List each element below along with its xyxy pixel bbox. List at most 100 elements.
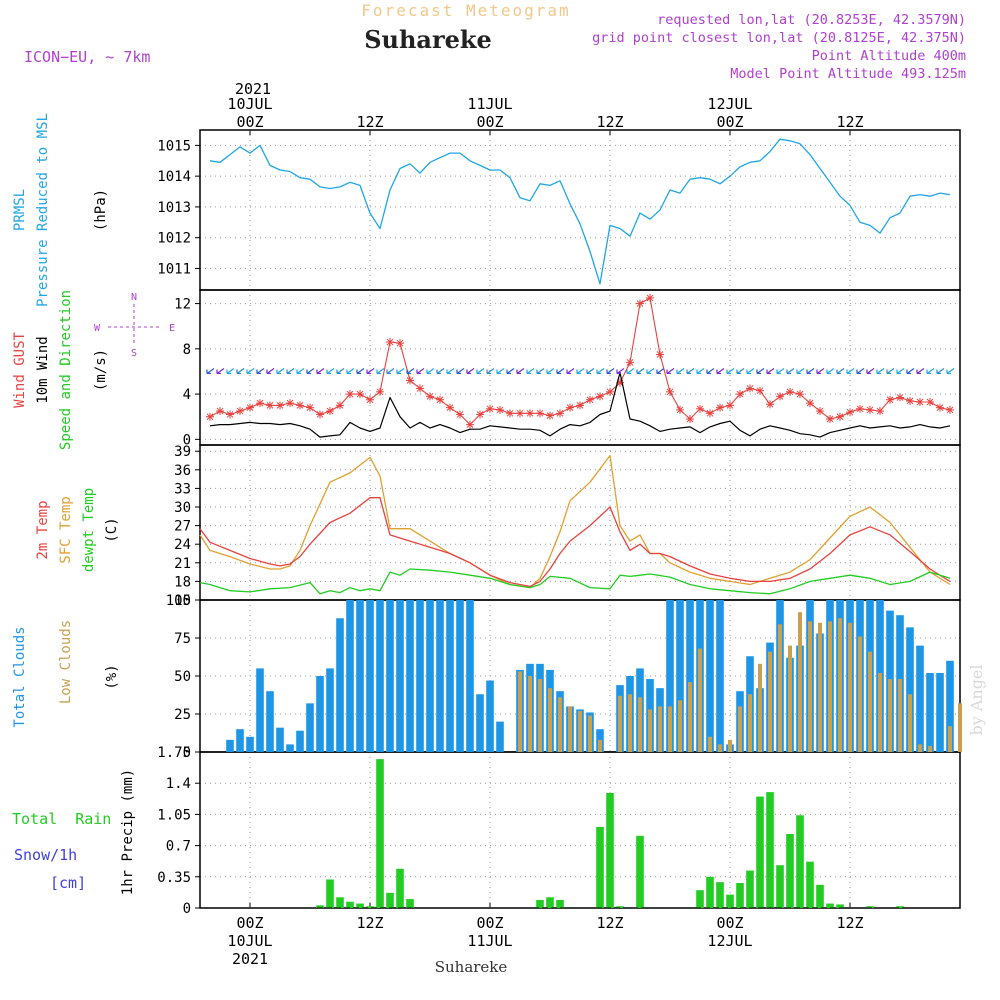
low-clouds-bar — [718, 744, 722, 752]
gust-point — [706, 409, 714, 418]
gust-marker-stroke — [706, 409, 714, 417]
gust-marker-stroke — [306, 404, 314, 412]
temperature-ytick-label: 21 — [174, 556, 191, 572]
gust-point — [406, 376, 414, 385]
gust-marker-stroke — [366, 396, 374, 404]
wind-compass: N S W E — [94, 292, 175, 359]
wind-label-10m: 10m Wind — [35, 336, 51, 403]
gust-marker-stroke — [236, 407, 244, 415]
gust-marker-stroke — [676, 406, 684, 414]
gust-point — [526, 409, 534, 418]
gust-marker-stroke — [516, 409, 524, 417]
top-time-label: 10JUL — [227, 95, 272, 113]
gust-point — [356, 390, 364, 399]
clouds-ytick-label: 50 — [174, 669, 191, 685]
temperature-ytick-label: 15 — [174, 593, 191, 609]
top-year-label: 2021 — [235, 80, 271, 98]
gust-point — [516, 409, 524, 418]
wind-direction-arrow — [926, 367, 935, 375]
temperature-ytick-label: 39 — [174, 444, 191, 460]
total-clouds-bar — [476, 694, 484, 752]
total-clouds-bar — [376, 600, 384, 752]
total-clouds-bar — [716, 600, 724, 752]
low-clouds-bar — [678, 700, 682, 752]
wind-direction-arrow — [816, 367, 825, 375]
gust-point — [306, 403, 314, 412]
low-clouds-bar — [768, 651, 772, 752]
total-clouds-bar — [356, 600, 364, 752]
wind-direction-arrow — [736, 367, 745, 375]
gust-marker-stroke — [376, 388, 384, 396]
wind-direction-arrow — [456, 367, 465, 375]
low-clouds-bar — [788, 645, 792, 752]
low-clouds-bar — [598, 739, 602, 752]
wind-direction-arrow — [326, 367, 335, 375]
wind-direction-arrow — [496, 367, 505, 375]
wind-direction-arrow — [846, 367, 855, 375]
total-clouds-bar — [326, 668, 334, 752]
total-clouds-bar — [916, 645, 924, 752]
low-clouds-bar — [958, 703, 962, 752]
pressure-labels: PRMSL Pressure Reduced to MSL (hPa) — [12, 113, 109, 307]
gust-point — [866, 405, 874, 414]
wind-direction-arrow — [476, 367, 485, 375]
top-time-label: 00Z — [716, 113, 743, 131]
gust-marker-stroke — [786, 388, 794, 396]
gust-point — [916, 398, 924, 407]
gust-point — [756, 386, 764, 395]
low-clouds-bar — [728, 739, 732, 752]
gridpoint-coords: grid point closest lon,lat (20.8125E, 42… — [592, 30, 966, 46]
total-clouds-bar — [246, 736, 254, 752]
gust-point — [876, 407, 884, 416]
temp-label-sfc: SFC Temp — [58, 496, 74, 563]
wind-direction-arrow — [666, 367, 675, 375]
wind-direction-arrow — [826, 367, 835, 375]
gust-point — [906, 396, 914, 405]
pressure-ytick-label: 1011 — [157, 261, 191, 277]
wind-direction-arrow — [356, 367, 365, 375]
wind-direction-arrow — [426, 367, 435, 375]
total-clouds-bar — [386, 600, 394, 752]
low-clouds-bar — [948, 726, 952, 752]
wind-direction-arrow — [586, 367, 595, 375]
total-clouds-bar — [706, 600, 714, 752]
pressure-ytick-label: 1015 — [157, 138, 191, 154]
wind-direction-arrow — [596, 367, 605, 375]
wind-labels: Wind GUST 10m Wind Speed and Direction (… — [12, 290, 175, 450]
wind-direction-arrow — [286, 367, 295, 375]
wind-direction-arrow — [406, 367, 415, 375]
gust-marker-stroke — [726, 402, 734, 409]
gust-point — [846, 408, 854, 417]
gust-marker-stroke — [466, 421, 474, 428]
wind-direction-arrow — [576, 367, 585, 375]
gust-marker-stroke — [426, 392, 434, 400]
wind-ytick-label: 0 — [183, 432, 191, 448]
sfc-temp-line — [199, 454, 951, 589]
supertitle: Forecast Meteogram — [361, 1, 570, 20]
gust-point — [776, 392, 784, 401]
wind-direction-arrow — [536, 367, 545, 375]
gust-marker-stroke — [886, 396, 894, 404]
gust-marker-stroke — [796, 390, 804, 398]
low-clouds-bar — [778, 624, 782, 752]
wind-direction-arrow — [916, 367, 925, 375]
wind-direction-arrow — [896, 367, 905, 375]
gust-point — [496, 405, 504, 414]
wind-direction-arrow — [886, 367, 895, 375]
gust-point — [676, 405, 684, 414]
gust-marker-stroke — [406, 377, 414, 384]
low-clouds-bar — [578, 710, 582, 752]
gust-point — [236, 407, 244, 416]
gust-point — [336, 401, 344, 410]
wind-direction-arrow — [676, 367, 685, 375]
gust-point — [246, 403, 254, 412]
wind-direction-arrow — [726, 367, 735, 375]
gust-point — [586, 395, 594, 404]
gust-point — [486, 404, 494, 413]
low-clouds-bar — [668, 706, 672, 752]
wind-direction-arrow — [366, 367, 375, 375]
clouds-ytick-label: 25 — [174, 707, 191, 723]
total-clouds-bar — [396, 600, 404, 752]
temperature-labels: 2m Temp SFC Temp dewpt Temp (C) — [35, 488, 120, 572]
